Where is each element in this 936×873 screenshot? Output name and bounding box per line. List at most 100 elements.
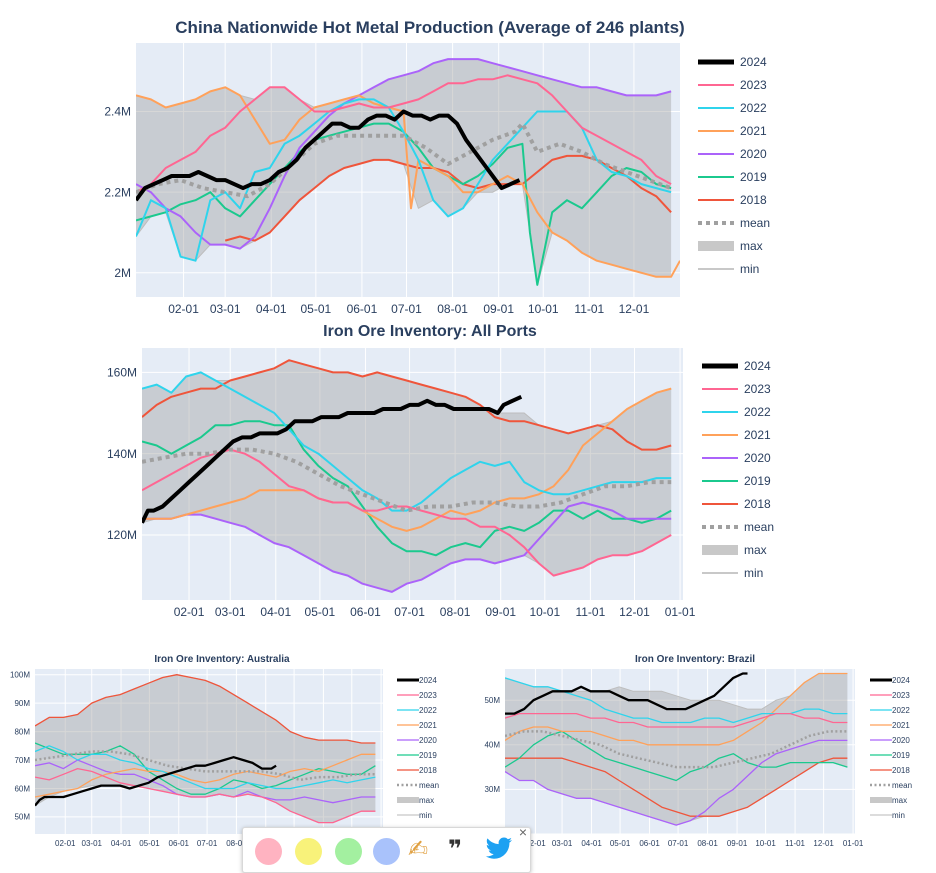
x-tick-label: 03-01 (552, 839, 573, 848)
series-line-2023 (505, 712, 848, 728)
legend: 2024 2023 2022 2021 2020 2019 2018 mean max min (397, 676, 439, 820)
legend-label-2024[interactable]: 2024 (419, 676, 437, 685)
legend-swatch-max[interactable] (870, 797, 892, 803)
legend-label-2024[interactable]: 2024 (744, 359, 771, 373)
legend-label-min[interactable]: min (740, 262, 759, 276)
chart-ports: Iron Ore Inventory: All Ports 02-01 03-01 0… (0, 318, 790, 628)
twitter-icon[interactable] (485, 837, 513, 868)
series-line-2018 (35, 674, 376, 744)
pink-highlight-button[interactable] (255, 838, 282, 865)
legend-swatch-max[interactable] (397, 797, 419, 803)
series-line-2024 (35, 756, 277, 807)
series-line-2021 (505, 672, 848, 746)
legend-label-2023[interactable]: 2023 (419, 691, 437, 700)
x-tick-label: 12-01 (619, 605, 650, 619)
x-tick-label: 05-01 (300, 302, 331, 316)
legend-label-2020[interactable]: 2020 (892, 736, 910, 745)
x-tick-label: 11-01 (575, 605, 605, 619)
x-tick-label: 08-01 (437, 302, 468, 316)
legend-label-2024[interactable]: 2024 (740, 55, 767, 69)
max-min-band (136, 59, 672, 285)
legend-label-2022[interactable]: 2022 (892, 706, 910, 715)
legend-label-2018[interactable]: 2018 (892, 766, 910, 775)
x-tick-label: 05-01 (139, 839, 160, 848)
legend-label-2022[interactable]: 2022 (744, 405, 771, 419)
x-tick-label: 07-01 (394, 605, 425, 619)
legend-label-min[interactable]: min (419, 811, 432, 820)
x-tick-label: 04-01 (260, 605, 291, 619)
legend-swatch-max[interactable] (702, 545, 738, 555)
legend-label-2019[interactable]: 2019 (744, 474, 771, 488)
legend-label-mean[interactable]: mean (419, 781, 439, 790)
x-tick-label: 02-01 (55, 839, 76, 848)
legend-label-2018[interactable]: 2018 (419, 766, 437, 775)
series-line-2020 (142, 501, 672, 593)
legend-label-2021[interactable]: 2021 (419, 721, 437, 730)
legend-label-2023[interactable]: 2023 (892, 691, 910, 700)
chart-title: Iron Ore Inventory: All Ports (323, 323, 537, 340)
green-highlight-button[interactable] (335, 838, 362, 865)
y-tick-label: 80M (14, 727, 30, 736)
legend-label-2020[interactable]: 2020 (744, 451, 771, 465)
y-tick-label: 30M (484, 785, 500, 794)
legend-label-max[interactable]: max (419, 796, 434, 805)
legend-label-2020[interactable]: 2020 (740, 147, 767, 161)
series-line-2018 (142, 359, 672, 451)
legend-label-2018[interactable]: 2018 (740, 193, 767, 207)
x-tick-label: 04-01 (581, 839, 602, 848)
x-tick-label: 07-01 (391, 302, 422, 316)
series-line-2021 (142, 387, 672, 532)
legend-label-mean[interactable]: mean (740, 216, 770, 230)
legend-label-2019[interactable]: 2019 (419, 751, 437, 760)
x-tick-label: 08-01 (226, 839, 247, 848)
legend-label-2023[interactable]: 2023 (744, 382, 771, 396)
legend-label-2024[interactable]: 2024 (892, 676, 910, 685)
series-line-2018 (505, 757, 848, 817)
legend-label-2021[interactable]: 2021 (744, 428, 771, 442)
y-tick-label: 160M (107, 366, 137, 380)
legend-label-max[interactable]: max (892, 796, 907, 805)
series-line-2023 (136, 74, 672, 194)
legend-label-max[interactable]: max (740, 239, 763, 253)
series-line-mean (136, 121, 672, 199)
series-line-2020 (136, 58, 672, 250)
y-tick-label: 2M (114, 266, 131, 280)
y-tick-label: 120M (107, 528, 137, 542)
x-tick-label: 01-01 (843, 839, 864, 848)
x-tick-label: 09-01 (485, 605, 516, 619)
legend-label-2021[interactable]: 2021 (740, 124, 767, 138)
legend-swatch-max[interactable] (698, 241, 734, 251)
legend-label-2019[interactable]: 2019 (740, 170, 767, 184)
quote-icon[interactable]: ❞ (448, 836, 463, 863)
x-tick-label: 02-01 (525, 839, 546, 848)
series-line-2023 (35, 767, 376, 824)
chart-australia: Iron Ore Inventory: Australia 02-01 03-01 0… (0, 645, 460, 850)
legend-label-2023[interactable]: 2023 (740, 78, 767, 92)
x-tick-label: 12-01 (813, 839, 834, 848)
chart-brazil: Iron Ore Inventory: Brazil 02-01 03-01 04-0… (470, 645, 936, 850)
y-tick-label: 140M (107, 447, 137, 461)
chart-svg: China Nationwide Hot Metal Production (A… (104, 18, 770, 316)
legend-label-min[interactable]: min (892, 811, 905, 820)
legend-label-max[interactable]: max (744, 543, 767, 557)
legend: 2024 2023 2022 2021 2020 2019 2018 mean max min (870, 676, 912, 820)
series-line-2020 (505, 739, 848, 826)
y-tick-label: 70M (14, 756, 30, 765)
legend-label-mean[interactable]: mean (892, 781, 912, 790)
legend-label-2018[interactable]: 2018 (744, 497, 771, 511)
series-line-mean (505, 730, 848, 769)
legend-label-min[interactable]: min (744, 566, 763, 580)
yellow-highlight-button[interactable] (295, 838, 322, 865)
pen-icon[interactable]: ✍ (408, 836, 429, 863)
close-icon[interactable]: × (518, 824, 527, 840)
legend-label-2022[interactable]: 2022 (419, 706, 437, 715)
legend-label-2020[interactable]: 2020 (419, 736, 437, 745)
chart-svg: Iron Ore Inventory: All Ports 02-01 03-01 0… (107, 323, 774, 619)
y-tick-label: 50M (484, 696, 500, 705)
chart-title: Iron Ore Inventory: Brazil (635, 654, 755, 665)
blue-highlight-button[interactable] (373, 838, 400, 865)
legend-label-2021[interactable]: 2021 (892, 721, 910, 730)
legend-label-mean[interactable]: mean (744, 520, 774, 534)
legend-label-2019[interactable]: 2019 (892, 751, 910, 760)
legend-label-2022[interactable]: 2022 (740, 101, 767, 115)
